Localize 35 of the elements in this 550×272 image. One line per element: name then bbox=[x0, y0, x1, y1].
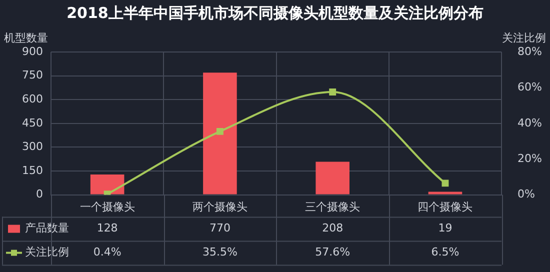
x-tick-label: 一个摄像头 bbox=[80, 200, 135, 214]
y-tick-label: 0 bbox=[36, 188, 43, 201]
data-label: 128 bbox=[96, 222, 118, 235]
data-label: 770 bbox=[209, 222, 230, 235]
y-tick-label: 450 bbox=[22, 116, 43, 130]
point bbox=[216, 128, 224, 135]
y2-tick-label: 0% bbox=[518, 188, 536, 201]
x-tick-label: 两个摄像头 bbox=[192, 200, 248, 214]
y-axis-title: 机型数量 bbox=[4, 31, 48, 44]
data-label: 0.4% bbox=[93, 246, 122, 259]
bar bbox=[90, 174, 124, 194]
y-tick-label: 750 bbox=[22, 68, 43, 82]
data-label: 6.5% bbox=[431, 246, 460, 259]
y2-tick-label: 80% bbox=[518, 44, 542, 58]
y2-tick-label: 40% bbox=[518, 116, 542, 130]
y-tick-label: 900 bbox=[22, 44, 43, 58]
y2-tick-label: 60% bbox=[518, 80, 542, 94]
bar bbox=[316, 162, 350, 194]
point bbox=[442, 180, 449, 187]
y2-axis-title: 关注比例 bbox=[502, 31, 546, 44]
legend-label: 关注比例 bbox=[25, 246, 69, 259]
data-label: 57.6% bbox=[315, 246, 350, 259]
bar bbox=[428, 192, 462, 194]
chart-title: 2018上半年中国手机市场不同摄像头机型数量及关注比例分布 bbox=[66, 3, 484, 24]
y2-tick-label: 20% bbox=[518, 152, 542, 165]
y-tick-label: 300 bbox=[22, 140, 43, 154]
bar bbox=[203, 72, 237, 194]
y-tick-label: 600 bbox=[22, 92, 43, 106]
x-tick-label: 三个摄像头 bbox=[305, 200, 360, 214]
data-label: 19 bbox=[438, 222, 452, 235]
data-label: 208 bbox=[322, 222, 344, 235]
point bbox=[329, 88, 336, 96]
data-label: 35.5% bbox=[202, 246, 238, 259]
x-tick-label: 四个摄像头 bbox=[418, 200, 473, 214]
y-tick-label: 150 bbox=[22, 164, 43, 177]
